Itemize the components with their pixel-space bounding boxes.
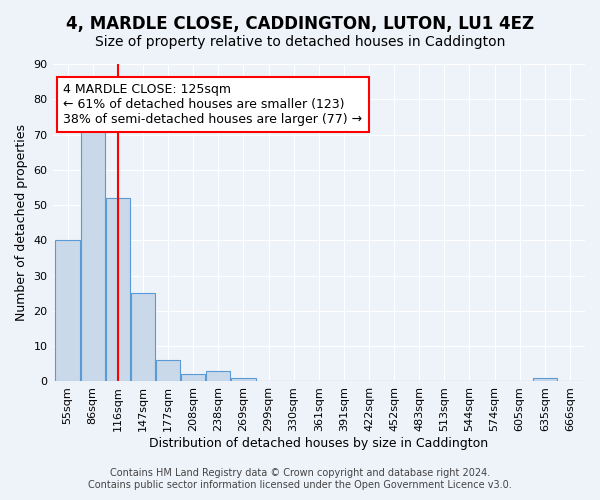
Y-axis label: Number of detached properties: Number of detached properties — [15, 124, 28, 321]
Bar — [181, 374, 205, 382]
Text: Size of property relative to detached houses in Caddington: Size of property relative to detached ho… — [95, 35, 505, 49]
Bar — [106, 198, 130, 382]
Text: 4 MARDLE CLOSE: 125sqm
← 61% of detached houses are smaller (123)
38% of semi-de: 4 MARDLE CLOSE: 125sqm ← 61% of detached… — [63, 83, 362, 126]
Bar — [156, 360, 180, 382]
Text: Contains HM Land Registry data © Crown copyright and database right 2024.
Contai: Contains HM Land Registry data © Crown c… — [88, 468, 512, 490]
Bar — [206, 371, 230, 382]
Bar — [80, 124, 105, 382]
Text: 4, MARDLE CLOSE, CADDINGTON, LUTON, LU1 4EZ: 4, MARDLE CLOSE, CADDINGTON, LUTON, LU1 … — [66, 15, 534, 33]
Bar — [55, 240, 80, 382]
Bar — [231, 378, 256, 382]
Bar — [533, 378, 557, 382]
Bar — [131, 294, 155, 382]
X-axis label: Distribution of detached houses by size in Caddington: Distribution of detached houses by size … — [149, 437, 488, 450]
